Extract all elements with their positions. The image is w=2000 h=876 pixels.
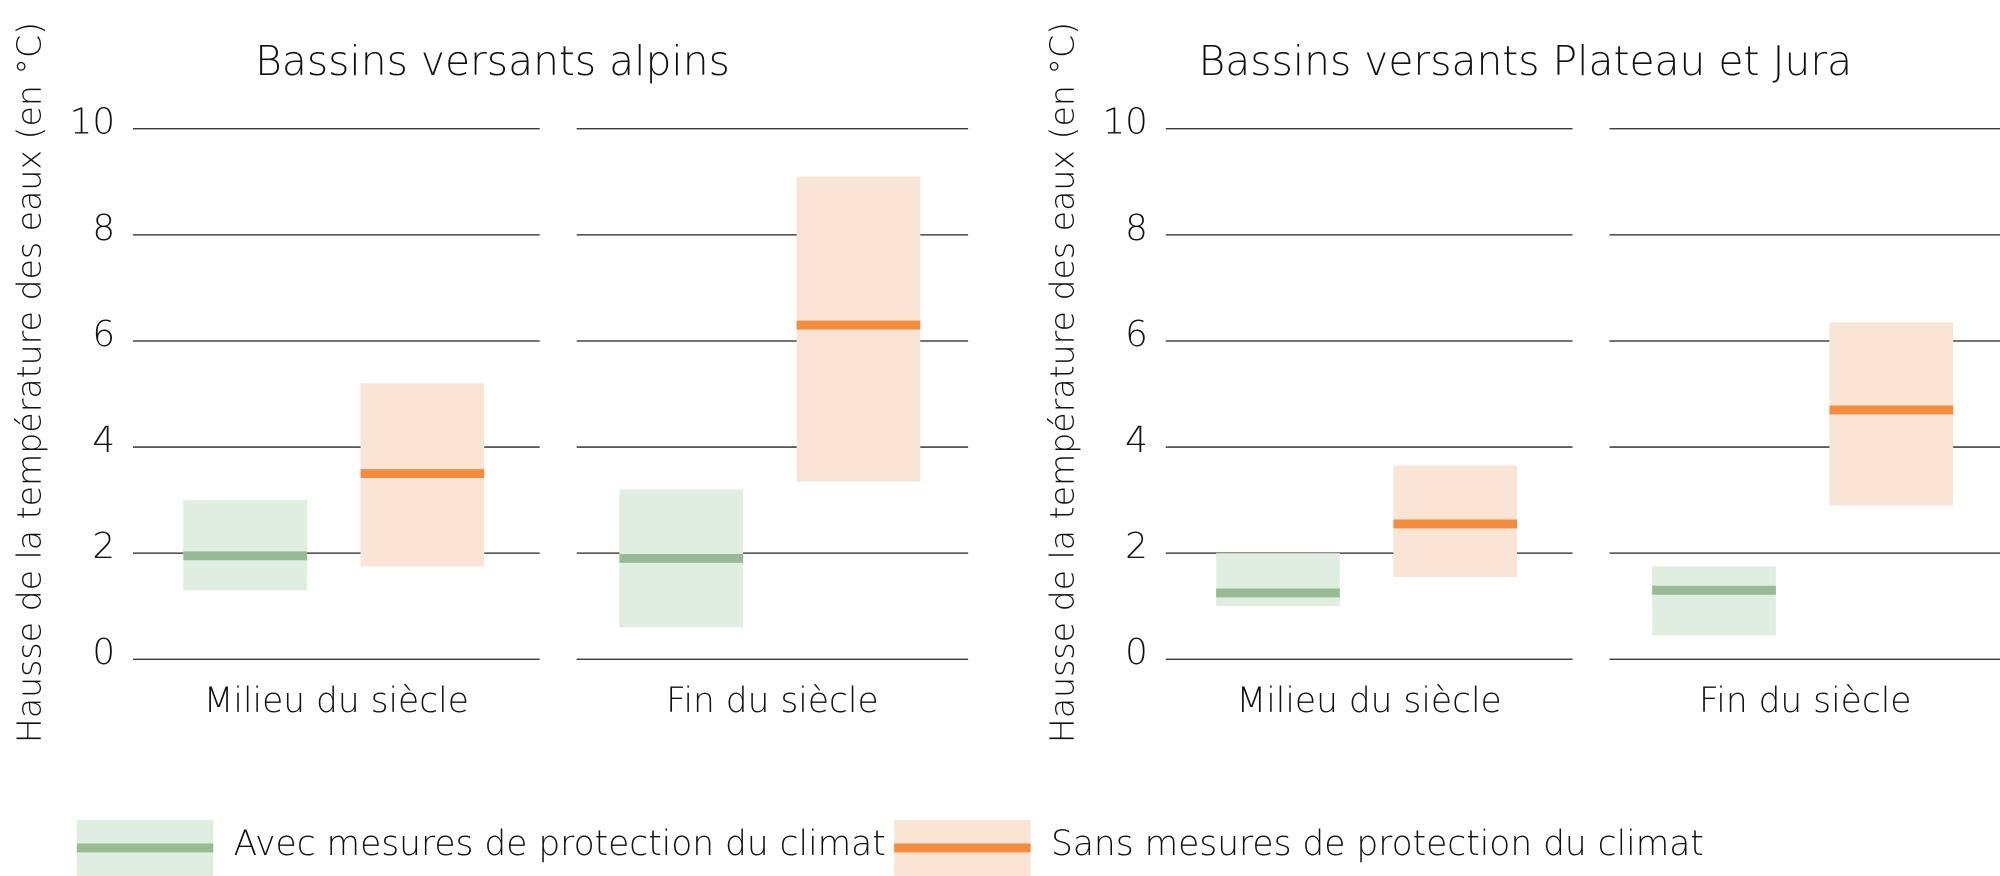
chart-title: Bassins versants alpins (255, 37, 730, 85)
y-tick-label: 0 (92, 632, 115, 673)
y-tick-label: 2 (1125, 526, 1148, 567)
y-tick-label: 8 (92, 208, 115, 249)
y-tick-label: 8 (1125, 208, 1148, 249)
y-tick-label: 10 (70, 102, 115, 143)
chart-title: Bassins versants Plateau et Jura (1199, 37, 1853, 85)
y-tick-label: 10 (1102, 102, 1147, 143)
x-tick-label: Milieu du siècle (1237, 681, 1502, 721)
x-tick-label: Fin du siècle (1699, 681, 1911, 721)
y-tick-label: 0 (1125, 632, 1148, 673)
range-band (1216, 553, 1340, 607)
chart: Bassins versants Plateau et Jura Hausse d… (1042, 22, 2000, 743)
y-axis-title: Hausse de la température des eaux (en °C… (9, 22, 48, 743)
legend-label: Sans mesures de protection du climat (1051, 824, 1704, 864)
x-tick-label: Milieu du siècle (204, 681, 469, 721)
range-band (1652, 566, 1776, 636)
range-band (183, 500, 307, 591)
y-tick-label: 4 (1125, 420, 1148, 461)
y-axis-title: Hausse de la température des eaux (en °C… (1042, 22, 1081, 743)
y-tick-label: 6 (1125, 314, 1148, 355)
x-tick-label: Fin du siècle (666, 681, 878, 721)
chart: Bassins versants alpins Hausse de la temp… (9, 22, 969, 743)
legend-label: Avec mesures de protection du climat (234, 824, 886, 864)
y-tick-label: 4 (92, 420, 115, 461)
y-tick-label: 2 (92, 526, 115, 567)
y-tick-label: 6 (92, 314, 115, 355)
